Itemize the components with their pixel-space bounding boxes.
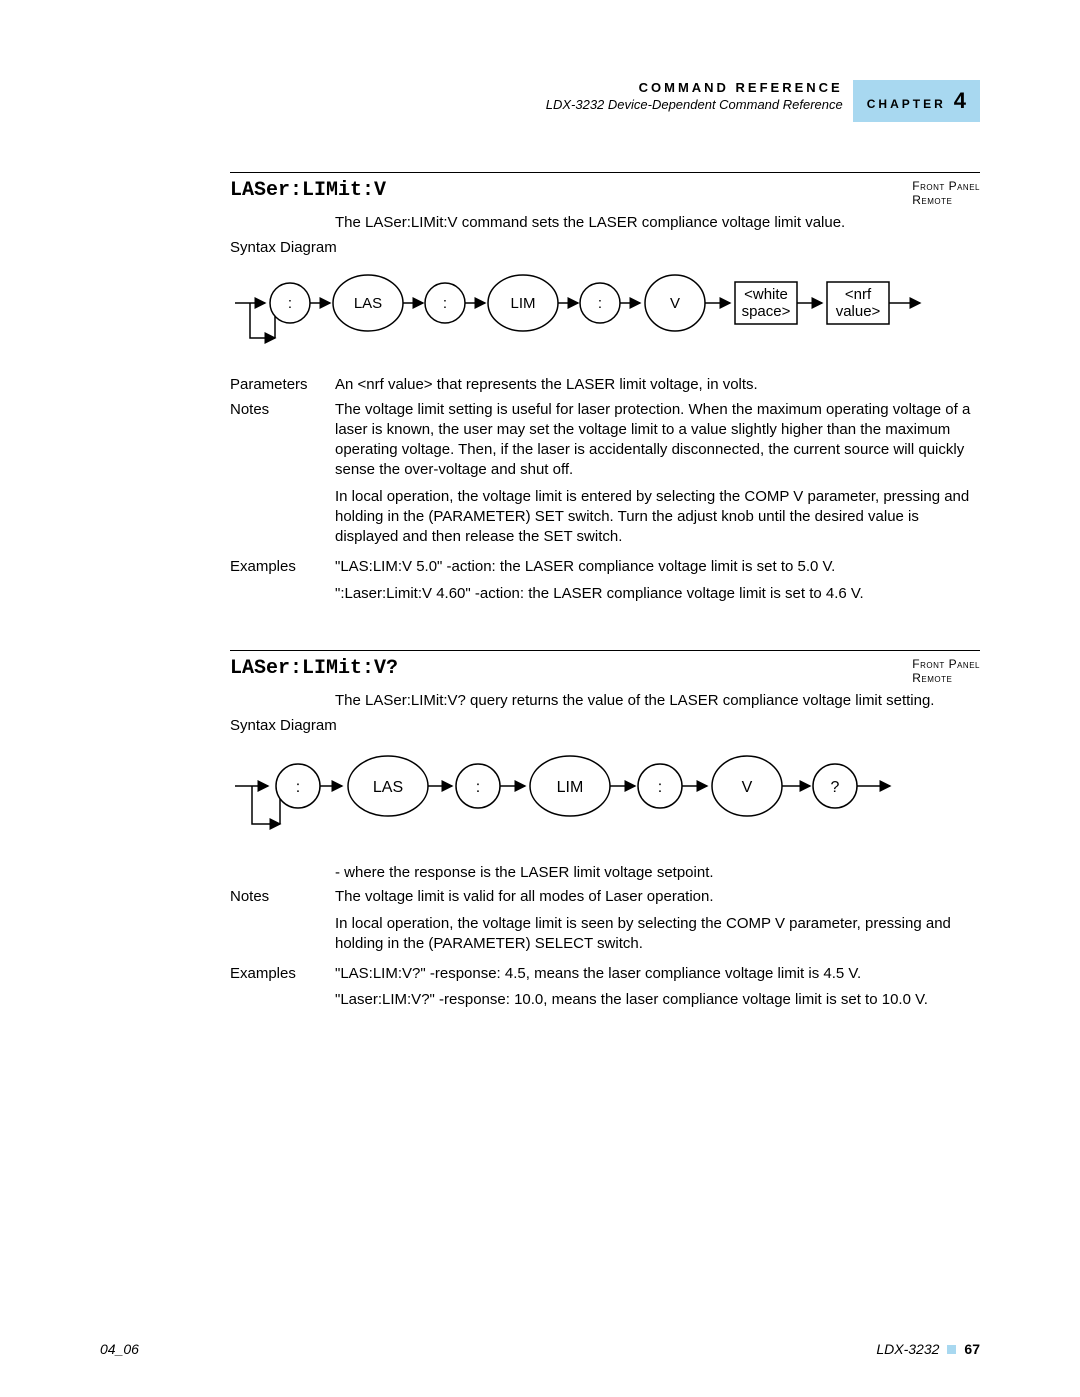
chapter-label: CHAPTER <box>867 97 946 111</box>
notes-label: Notes <box>230 887 335 907</box>
header-subtitle: LDX-3232 Device-Dependent Command Refere… <box>546 97 843 112</box>
front-panel-label: Front Panel <box>912 179 980 193</box>
section-heading-row: LASer:LIMit:V Front Panel Remote <box>230 179 980 207</box>
page-header: COMMAND REFERENCE LDX-3232 Device-Depend… <box>100 80 980 122</box>
notes-paragraph-1: The voltage limit setting is useful for … <box>335 400 980 481</box>
page: COMMAND REFERENCE LDX-3232 Device-Depend… <box>0 0 1080 1097</box>
svg-text:LAS: LAS <box>354 295 382 312</box>
syntax-diagram-1: : LAS : LIM : V <white space> <nrf value… <box>230 268 980 363</box>
svg-text:space>: space> <box>742 303 791 320</box>
header-title: COMMAND REFERENCE <box>546 80 843 95</box>
svg-text:?: ? <box>831 779 840 796</box>
panel-labels: Front Panel Remote <box>912 179 980 207</box>
svg-text::: : <box>658 779 662 796</box>
footer-model: LDX-3232 <box>876 1341 939 1357</box>
svg-text:<nrf: <nrf <box>845 286 872 303</box>
railroad-diagram-svg: : LAS : LIM : V <white space> <nrf value… <box>230 268 980 358</box>
notes-label: Notes <box>230 400 335 420</box>
chapter-badge: CHAPTER 4 <box>853 80 980 122</box>
command-description: The LASer:LIMit:V command sets the LASER… <box>335 213 980 233</box>
parameters-label: Parameters <box>230 375 335 395</box>
page-footer: 04_06 LDX-3232 67 <box>100 1341 980 1357</box>
svg-text::: : <box>296 779 300 796</box>
examples-label: Examples <box>230 964 335 984</box>
header-text-block: COMMAND REFERENCE LDX-3232 Device-Depend… <box>546 80 843 112</box>
parameters-body: An <nrf value> that represents the LASER… <box>335 375 980 395</box>
svg-text:value>: value> <box>836 303 881 320</box>
footer-square-icon <box>947 1345 956 1354</box>
svg-text:LAS: LAS <box>373 779 403 796</box>
svg-text::: : <box>443 295 447 312</box>
command-description: The LASer:LIMit:V? query returns the val… <box>335 691 980 711</box>
section-divider <box>230 172 980 173</box>
syntax-diagram-label: Syntax Diagram <box>230 717 980 734</box>
syntax-diagram-2: : LAS : LIM : V ? <box>230 746 980 851</box>
notes-row: Notes The voltage limit setting is usefu… <box>230 400 980 554</box>
examples-label: Examples <box>230 557 335 577</box>
command-name: LASer:LIMit:V? <box>230 657 398 680</box>
notes-paragraph-1: The voltage limit is valid for all modes… <box>335 887 980 907</box>
svg-text::: : <box>476 779 480 796</box>
footer-right: LDX-3232 67 <box>876 1341 980 1357</box>
where-body: - where the response is the LASER limit … <box>335 863 980 883</box>
section-divider <box>230 650 980 651</box>
chapter-number: 4 <box>954 88 966 114</box>
examples-body: "LAS:LIM:V 5.0" -action: the LASER compl… <box>335 557 980 610</box>
svg-text:<white: <white <box>744 286 788 303</box>
panel-labels: Front Panel Remote <box>912 657 980 685</box>
svg-text:LIM: LIM <box>510 295 535 312</box>
notes-body: The voltage limit is valid for all modes… <box>335 887 980 960</box>
examples-row: Examples "LAS:LIM:V?" -response: 4.5, me… <box>230 964 980 1017</box>
example-1: "LAS:LIM:V 5.0" -action: the LASER compl… <box>335 557 980 577</box>
where-row: - where the response is the LASER limit … <box>230 863 980 883</box>
syntax-diagram-label: Syntax Diagram <box>230 239 980 256</box>
example-2: "Laser:LIM:V?" -response: 10.0, means th… <box>335 990 980 1010</box>
notes-row: Notes The voltage limit is valid for all… <box>230 887 980 960</box>
svg-text:LIM: LIM <box>557 779 584 796</box>
svg-text:V: V <box>742 779 753 796</box>
front-panel-label: Front Panel <box>912 657 980 671</box>
content-area: LASer:LIMit:V Front Panel Remote The LAS… <box>230 172 980 1017</box>
command-section-limit-v-query: LASer:LIMit:V? Front Panel Remote The LA… <box>230 650 980 1017</box>
command-name: LASer:LIMit:V <box>230 179 386 202</box>
svg-text::: : <box>598 295 602 312</box>
svg-text:V: V <box>670 295 680 312</box>
examples-row: Examples "LAS:LIM:V 5.0" -action: the LA… <box>230 557 980 610</box>
example-1: "LAS:LIM:V?" -response: 4.5, means the l… <box>335 964 980 984</box>
footer-page-number: 67 <box>964 1341 980 1357</box>
section-heading-row: LASer:LIMit:V? Front Panel Remote <box>230 657 980 685</box>
footer-left: 04_06 <box>100 1341 139 1357</box>
notes-paragraph-2: In local operation, the voltage limit is… <box>335 487 980 548</box>
examples-body: "LAS:LIM:V?" -response: 4.5, means the l… <box>335 964 980 1017</box>
remote-label: Remote <box>912 671 980 685</box>
remote-label: Remote <box>912 193 980 207</box>
notes-body: The voltage limit setting is useful for … <box>335 400 980 554</box>
svg-text::: : <box>288 295 292 312</box>
command-section-limit-v: LASer:LIMit:V Front Panel Remote The LAS… <box>230 172 980 610</box>
railroad-diagram-svg: : LAS : LIM : V ? <box>230 746 980 846</box>
example-2: ":Laser:Limit:V 4.60" -action: the LASER… <box>335 584 980 604</box>
notes-paragraph-2: In local operation, the voltage limit is… <box>335 914 980 955</box>
parameters-row: Parameters An <nrf value> that represent… <box>230 375 980 395</box>
